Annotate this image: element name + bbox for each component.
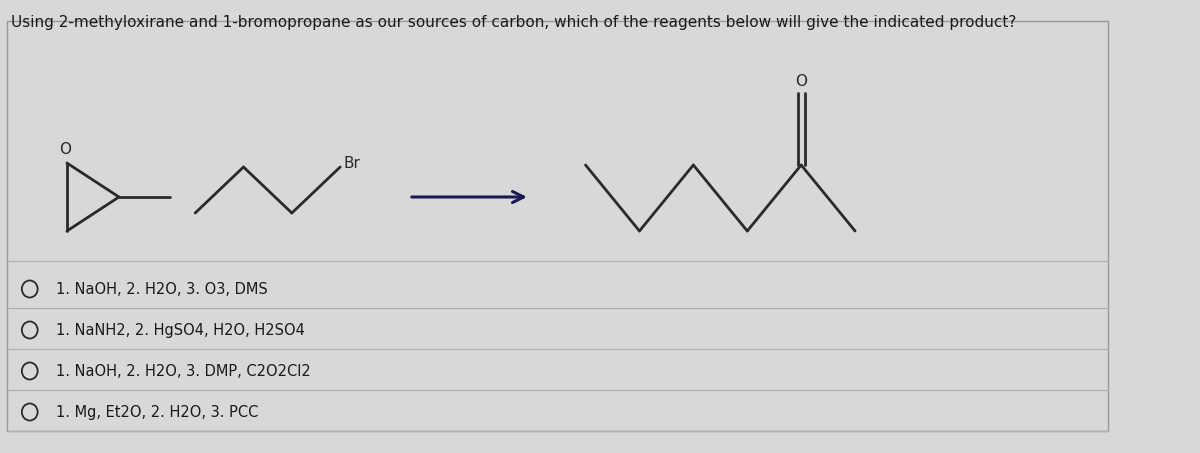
Text: 1. NaOH, 2. H2O, 3. DMP, C2O2Cl2: 1. NaOH, 2. H2O, 3. DMP, C2O2Cl2 [55, 363, 311, 379]
Text: Br: Br [344, 155, 361, 170]
Text: O: O [796, 73, 808, 88]
Text: 1. NaNH2, 2. HgSO4, H2O, H2SO4: 1. NaNH2, 2. HgSO4, H2O, H2SO4 [55, 323, 305, 337]
Text: O: O [59, 141, 71, 156]
Text: Using 2-methyloxirane and 1-bromopropane as our sources of carbon, which of the : Using 2-methyloxirane and 1-bromopropane… [11, 15, 1016, 30]
Text: 1. Mg, Et2O, 2. H2O, 3. PCC: 1. Mg, Et2O, 2. H2O, 3. PCC [55, 405, 258, 419]
Text: 1. NaOH, 2. H2O, 3. O3, DMS: 1. NaOH, 2. H2O, 3. O3, DMS [55, 281, 268, 297]
